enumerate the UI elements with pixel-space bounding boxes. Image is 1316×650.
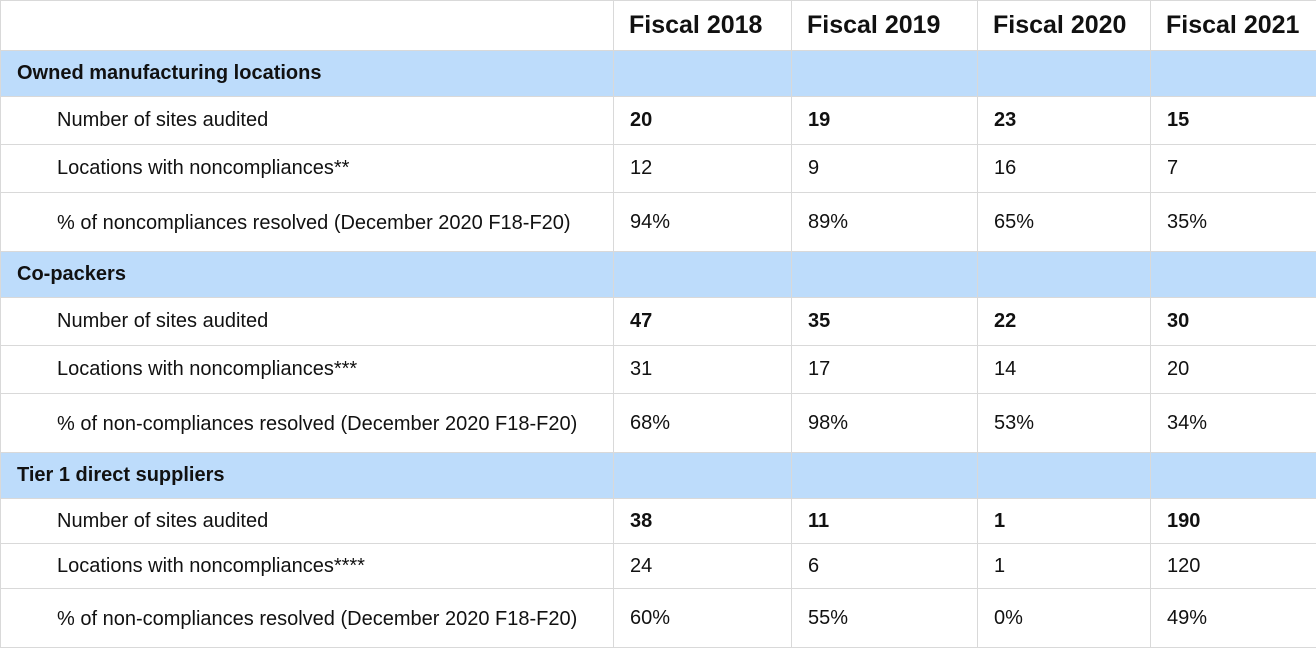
- value-cell: 49%: [1150, 588, 1316, 648]
- row-label: Locations with noncompliances***: [0, 345, 614, 394]
- value-cell: 14: [977, 345, 1151, 394]
- section-fill-cell: [791, 50, 978, 97]
- section-fill-cell: [977, 50, 1151, 97]
- value-cell: 98%: [791, 393, 978, 453]
- value-cell: 35: [791, 297, 978, 346]
- table-row: Number of sites audited 47 35 22 30: [0, 297, 1316, 346]
- row-label: Locations with noncompliances****: [0, 543, 614, 589]
- value-cell: 11: [791, 498, 978, 544]
- value-cell: 17: [791, 345, 978, 394]
- value-cell: 35%: [1150, 192, 1316, 252]
- table-row: % of noncompliances resolved (December 2…: [0, 192, 1316, 252]
- section-fill-cell: [977, 251, 1151, 298]
- value-cell: 30: [1150, 297, 1316, 346]
- row-label: % of noncompliances resolved (December 2…: [0, 192, 614, 252]
- value-cell: 120: [1150, 543, 1316, 589]
- table-row: Number of sites audited 20 19 23 15: [0, 96, 1316, 145]
- value-cell: 190: [1150, 498, 1316, 544]
- section-title: Co-packers: [0, 251, 614, 298]
- header-row: Fiscal 2018 Fiscal 2019 Fiscal 2020 Fisc…: [0, 0, 1316, 51]
- value-cell: 19: [791, 96, 978, 145]
- value-cell: 7: [1150, 144, 1316, 193]
- section-row: Co-packers: [0, 251, 1316, 298]
- section-fill-cell: [613, 50, 792, 97]
- value-cell: 53%: [977, 393, 1151, 453]
- section-fill-cell: [613, 251, 792, 298]
- section-fill-cell: [1150, 452, 1316, 499]
- header-blank-cell: [0, 0, 614, 51]
- table-row: % of non-compliances resolved (December …: [0, 588, 1316, 648]
- value-cell: 23: [977, 96, 1151, 145]
- section-fill-cell: [791, 452, 978, 499]
- value-cell: 38: [613, 498, 792, 544]
- value-cell: 65%: [977, 192, 1151, 252]
- value-cell: 1: [977, 498, 1151, 544]
- value-cell: 15: [1150, 96, 1316, 145]
- value-cell: 47: [613, 297, 792, 346]
- value-cell: 9: [791, 144, 978, 193]
- value-cell: 89%: [791, 192, 978, 252]
- section-title: Owned manufacturing locations: [0, 50, 614, 97]
- value-cell: 55%: [791, 588, 978, 648]
- section-fill-cell: [791, 251, 978, 298]
- row-label: Number of sites audited: [0, 96, 614, 145]
- section-row: Owned manufacturing locations: [0, 50, 1316, 97]
- value-cell: 20: [1150, 345, 1316, 394]
- value-cell: 12: [613, 144, 792, 193]
- value-cell: 1: [977, 543, 1151, 589]
- table-row: Number of sites audited 38 11 1 190: [0, 498, 1316, 544]
- row-label: Number of sites audited: [0, 498, 614, 544]
- section-fill-cell: [1150, 251, 1316, 298]
- section-fill-cell: [977, 452, 1151, 499]
- row-label: % of non-compliances resolved (December …: [0, 588, 614, 648]
- table-row: Locations with noncompliances*** 31 17 1…: [0, 345, 1316, 394]
- section-fill-cell: [613, 452, 792, 499]
- value-cell: 68%: [613, 393, 792, 453]
- value-cell: 22: [977, 297, 1151, 346]
- value-cell: 20: [613, 96, 792, 145]
- value-cell: 0%: [977, 588, 1151, 648]
- row-label: % of non-compliances resolved (December …: [0, 393, 614, 453]
- value-cell: 94%: [613, 192, 792, 252]
- row-label: Locations with noncompliances**: [0, 144, 614, 193]
- table-row: Locations with noncompliances** 12 9 16 …: [0, 144, 1316, 193]
- table-row: Locations with noncompliances**** 24 6 1…: [0, 543, 1316, 589]
- section-fill-cell: [1150, 50, 1316, 97]
- value-cell: 6: [791, 543, 978, 589]
- value-cell: 16: [977, 144, 1151, 193]
- header-fiscal-2018: Fiscal 2018: [613, 0, 792, 51]
- header-fiscal-2021: Fiscal 2021: [1150, 0, 1316, 51]
- section-title: Tier 1 direct suppliers: [0, 452, 614, 499]
- table-row: % of non-compliances resolved (December …: [0, 393, 1316, 453]
- section-row: Tier 1 direct suppliers: [0, 452, 1316, 499]
- row-label: Number of sites audited: [0, 297, 614, 346]
- header-fiscal-2019: Fiscal 2019: [791, 0, 978, 51]
- value-cell: 31: [613, 345, 792, 394]
- value-cell: 60%: [613, 588, 792, 648]
- value-cell: 34%: [1150, 393, 1316, 453]
- header-fiscal-2020: Fiscal 2020: [977, 0, 1151, 51]
- value-cell: 24: [613, 543, 792, 589]
